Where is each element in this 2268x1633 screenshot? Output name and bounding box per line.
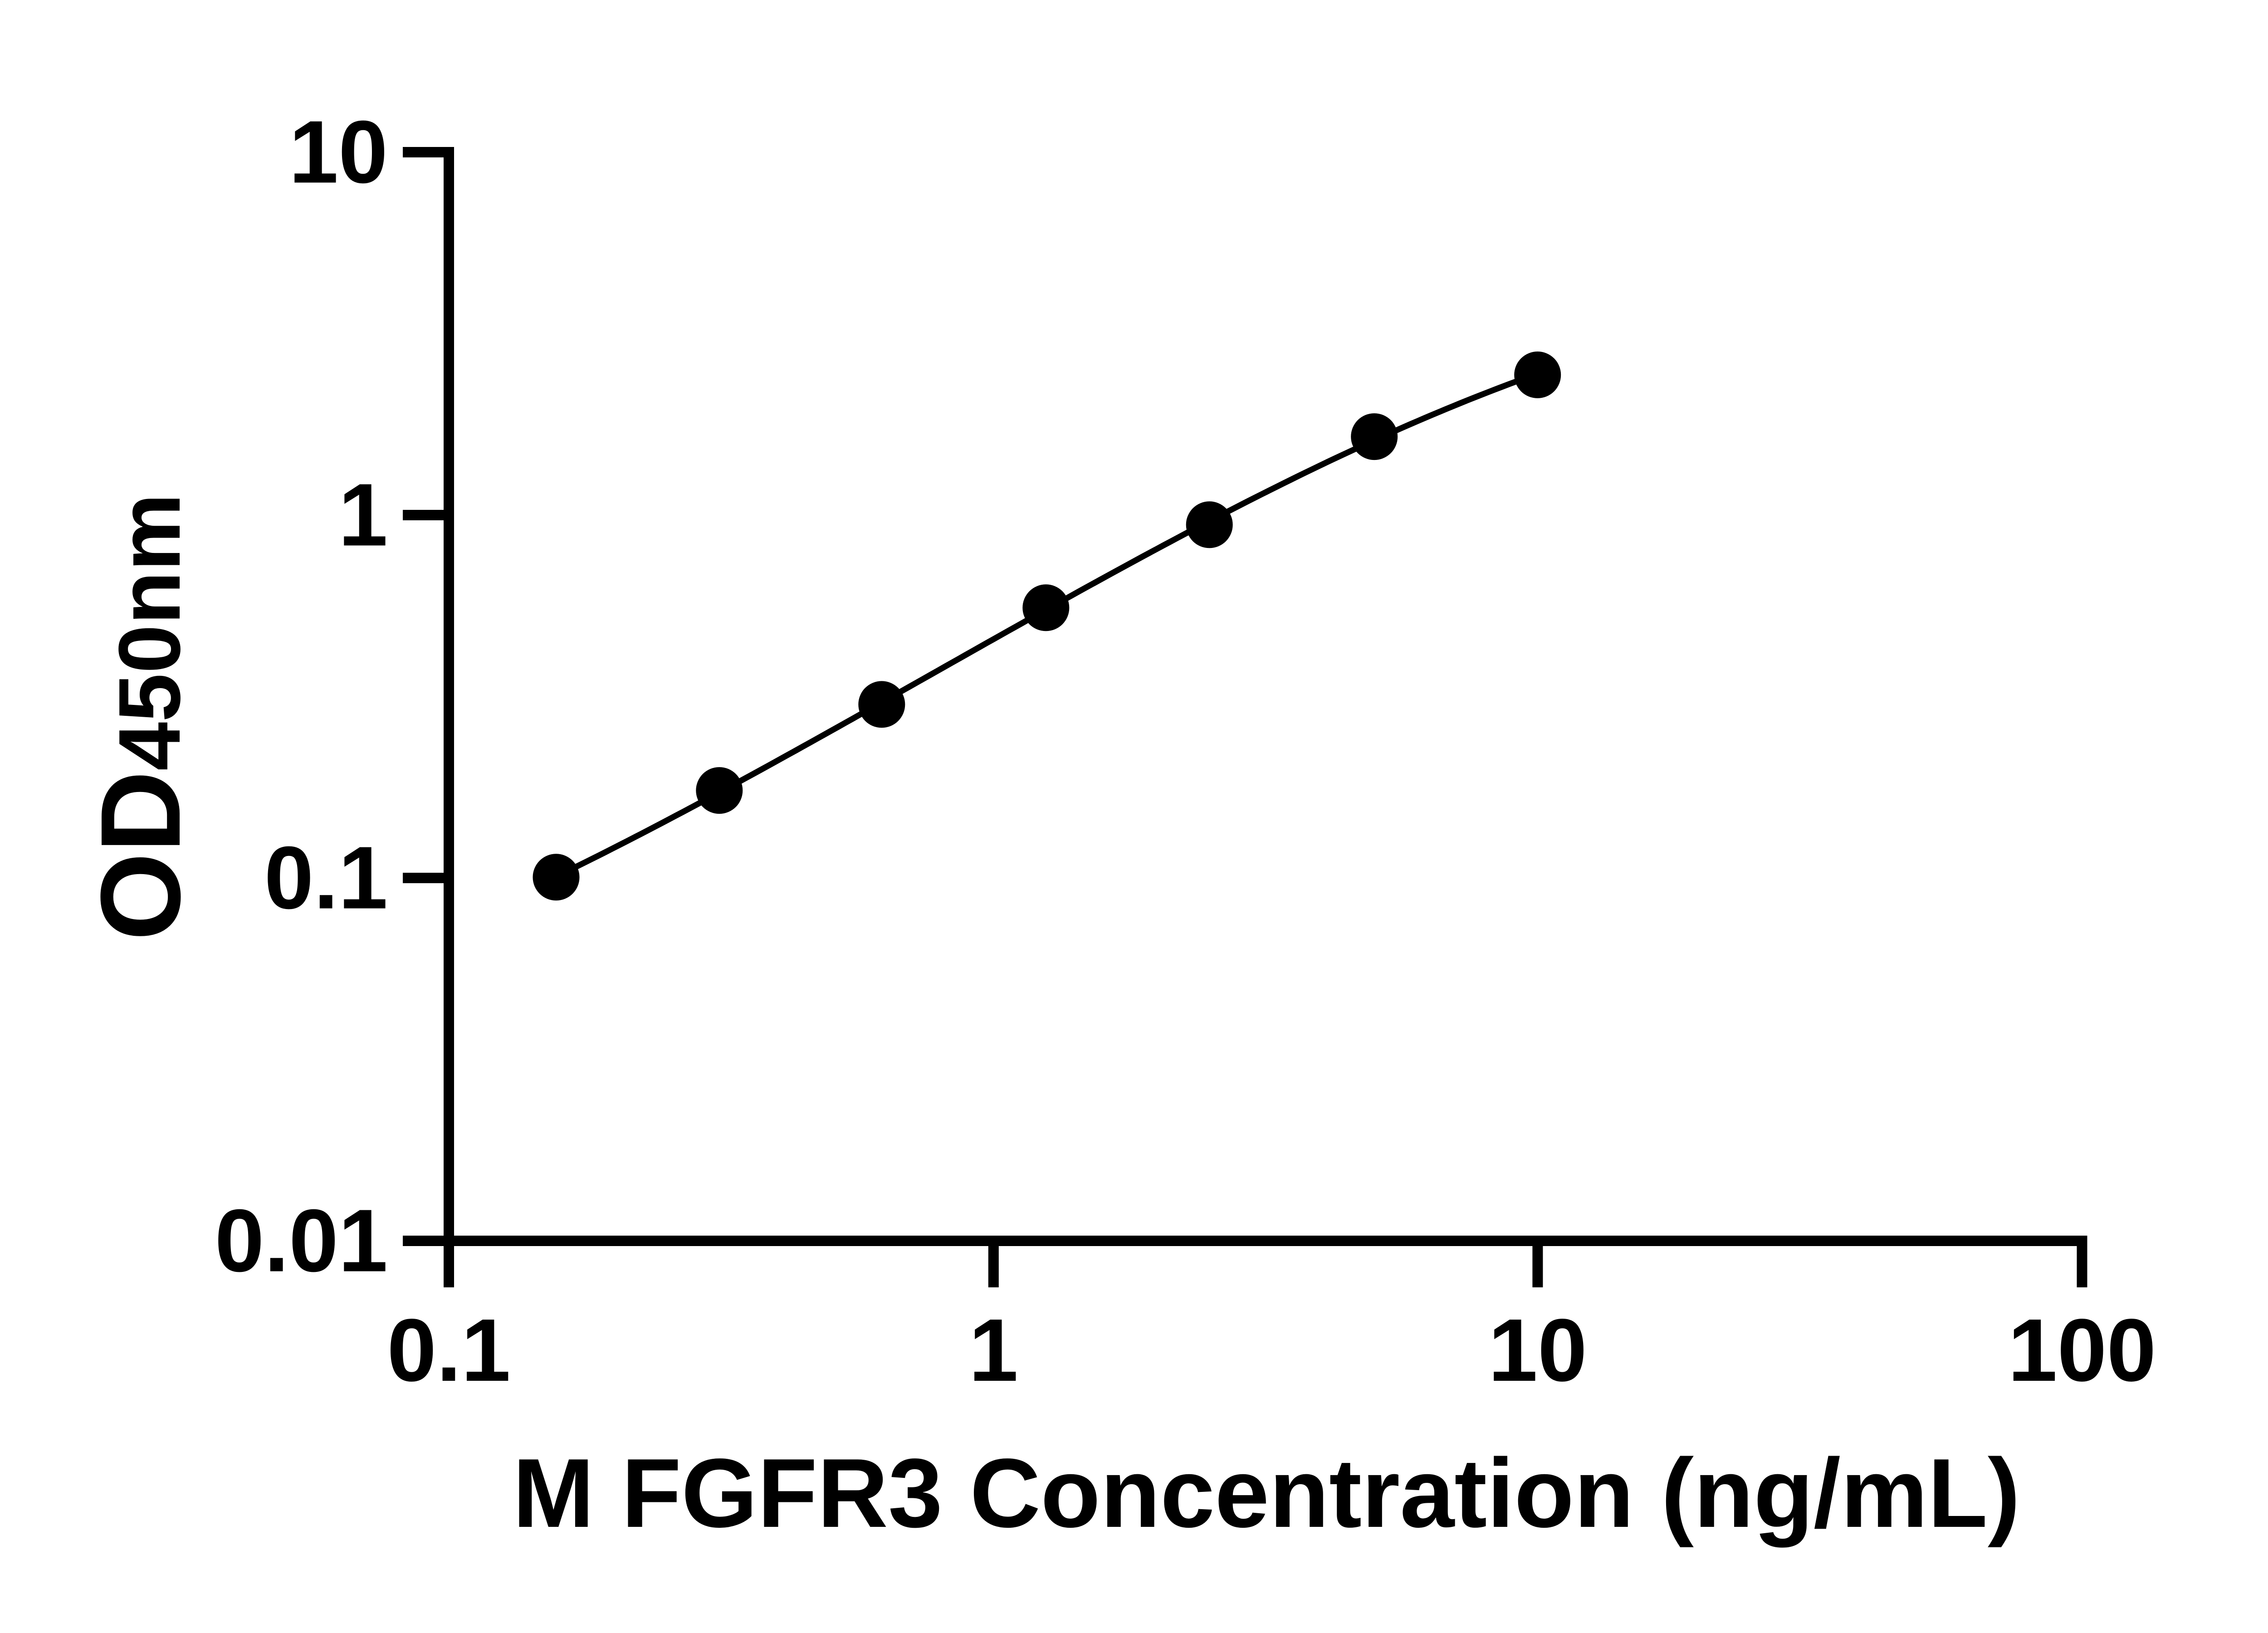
svg-text:10: 10	[1488, 1301, 1587, 1400]
svg-text:M FGFR3 Concentration (ng/mL): M FGFR3 Concentration (ng/mL)	[513, 1438, 2020, 1548]
svg-text:100: 100	[2008, 1301, 2156, 1400]
svg-text:1: 1	[338, 465, 388, 565]
svg-text:10: 10	[289, 103, 388, 202]
svg-text:0.01: 0.01	[215, 1191, 388, 1291]
svg-text:0.1: 0.1	[387, 1301, 510, 1400]
svg-text:0.1: 0.1	[264, 828, 388, 928]
svg-text:1: 1	[969, 1301, 1018, 1400]
svg-text:OD450nm: OD450nm	[77, 493, 204, 941]
